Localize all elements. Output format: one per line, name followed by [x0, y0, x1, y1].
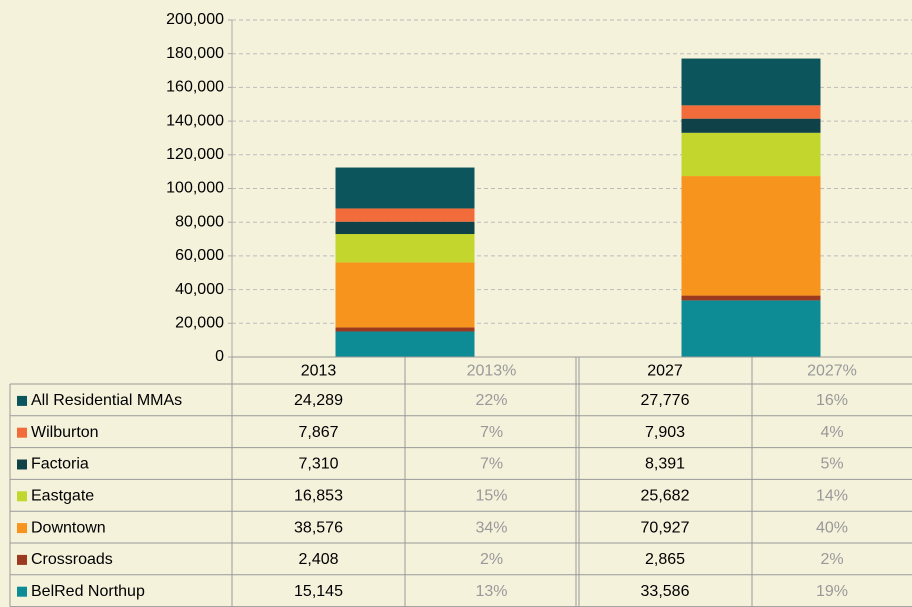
value-cell: 33,586 [641, 583, 690, 600]
column-header: 2013 [301, 363, 337, 380]
value-cell: 2,408 [298, 551, 338, 568]
y-tick-label: 200,000 [166, 11, 224, 28]
legend-label: Wilburton [31, 424, 99, 441]
value-cell: 27,776 [641, 392, 690, 409]
column-header: 2027% [807, 363, 857, 380]
share-cell: 13% [475, 583, 507, 600]
column-header: 2013% [467, 363, 517, 380]
bar-segment [681, 295, 821, 301]
share-cell: 7% [480, 424, 503, 441]
share-cell: 14% [816, 488, 848, 505]
bar-segment [335, 167, 475, 209]
share-cell: 2% [480, 551, 503, 568]
value-cell: 24,289 [294, 392, 343, 409]
y-tick-label: 0 [215, 348, 224, 365]
legend-label: Factoria [31, 456, 89, 473]
legend-label: All Residential MMAs [31, 392, 182, 409]
share-cell: 2% [820, 551, 843, 568]
bar-segment [681, 132, 821, 177]
share-cell: 5% [820, 456, 843, 473]
y-tick-label: 20,000 [175, 315, 224, 332]
legend-label: BelRed Northup [31, 583, 145, 600]
legend-swatch [17, 395, 27, 406]
y-tick-label: 40,000 [175, 281, 224, 298]
value-cell: 16,853 [294, 488, 343, 505]
share-cell: 4% [820, 424, 843, 441]
legend-swatch [17, 427, 27, 438]
legend-label: Crossroads [31, 551, 113, 568]
value-cell: 2,865 [645, 551, 685, 568]
bar-segment [335, 327, 475, 332]
legend-swatch [17, 586, 27, 597]
value-cell: 15,145 [294, 583, 343, 600]
share-cell: 40% [816, 519, 848, 536]
y-tick-label: 120,000 [166, 146, 224, 163]
bar-segment [335, 208, 475, 222]
bar-segment [681, 176, 821, 296]
column-header: 2027 [647, 363, 683, 380]
y-tick-label: 60,000 [175, 247, 224, 264]
value-cell: 7,310 [298, 456, 338, 473]
y-tick-label: 80,000 [175, 213, 224, 230]
y-tick-label: 180,000 [166, 45, 224, 62]
value-cell: 38,576 [294, 519, 343, 536]
bar-segment [335, 331, 475, 357]
bar-segment [681, 58, 821, 106]
value-cell: 70,927 [641, 519, 690, 536]
legend-label: Eastgate [31, 488, 94, 505]
share-cell: 16% [816, 392, 848, 409]
share-cell: 7% [480, 456, 503, 473]
bar-segment [681, 300, 821, 357]
share-cell: 15% [475, 488, 507, 505]
bar-segment [681, 118, 821, 133]
bar-segment [335, 262, 475, 328]
legend-swatch [17, 523, 27, 534]
legend-label: Downtown [31, 519, 106, 536]
share-cell: 19% [816, 583, 848, 600]
bar-segment [335, 221, 475, 235]
value-cell: 25,682 [641, 488, 690, 505]
value-cell: 7,903 [645, 424, 685, 441]
legend-swatch [17, 491, 27, 502]
value-cell: 8,391 [645, 456, 685, 473]
share-cell: 22% [475, 392, 507, 409]
bar-segment [681, 105, 821, 119]
y-tick-label: 140,000 [166, 112, 224, 129]
share-cell: 34% [475, 519, 507, 536]
legend-swatch [17, 554, 27, 565]
y-tick-label: 160,000 [166, 79, 224, 96]
bar-segment [335, 234, 475, 263]
value-cell: 7,867 [298, 424, 338, 441]
legend-swatch [17, 459, 27, 470]
y-tick-label: 100,000 [166, 180, 224, 197]
